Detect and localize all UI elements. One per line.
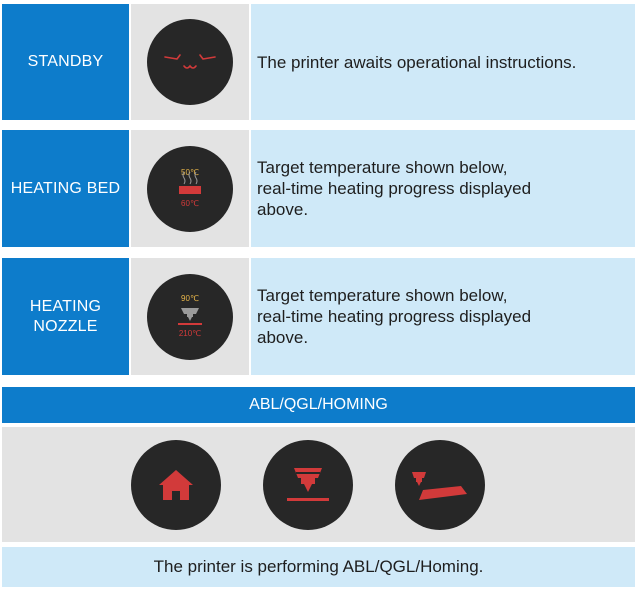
heating-bed-description: Target temperature shown below, real-tim… xyxy=(251,130,635,247)
homing-icons-panel xyxy=(2,427,635,542)
nozzle-current-temp: 90℃ xyxy=(181,293,199,303)
heating-nozzle-row: HEATING NOZZLE 90℃ 210℃ Target temperatu… xyxy=(2,258,635,375)
heating-bed-icon-cell: 50℃ 60℃ xyxy=(131,130,249,247)
homing-status-text: The printer is performing ABL/QGL/Homing… xyxy=(2,547,635,587)
home-icon xyxy=(131,440,221,530)
standby-description: The printer awaits operational instructi… xyxy=(251,4,635,120)
heating-nozzle-description: Target temperature shown below, real-tim… xyxy=(251,258,635,375)
abl-qgl-homing-banner: ABL/QGL/HOMING xyxy=(2,387,635,423)
heating-bed-label: HEATING BED xyxy=(2,130,129,247)
standby-row: STANDBY The printer awaits operational i… xyxy=(2,4,635,120)
standby-label: STANDBY xyxy=(2,4,129,120)
nozzle-target-temp: 210℃ xyxy=(178,328,202,338)
bed-target-temp: 60℃ xyxy=(181,198,199,208)
sleepy-face-icon xyxy=(147,19,233,105)
nozzle-bed-icon xyxy=(395,440,485,530)
heating-bed-row: HEATING BED 50℃ 60℃ Target temperature s… xyxy=(2,130,635,247)
heating-nozzle-icon-cell: 90℃ 210℃ xyxy=(131,258,249,375)
heated-bed-icon: 50℃ 60℃ xyxy=(147,145,233,232)
heating-nozzle-label: HEATING NOZZLE xyxy=(2,258,129,375)
nozzle-icon xyxy=(263,440,353,530)
nozzle-icon: 90℃ 210℃ xyxy=(147,273,233,360)
standby-icon-cell xyxy=(131,4,249,120)
